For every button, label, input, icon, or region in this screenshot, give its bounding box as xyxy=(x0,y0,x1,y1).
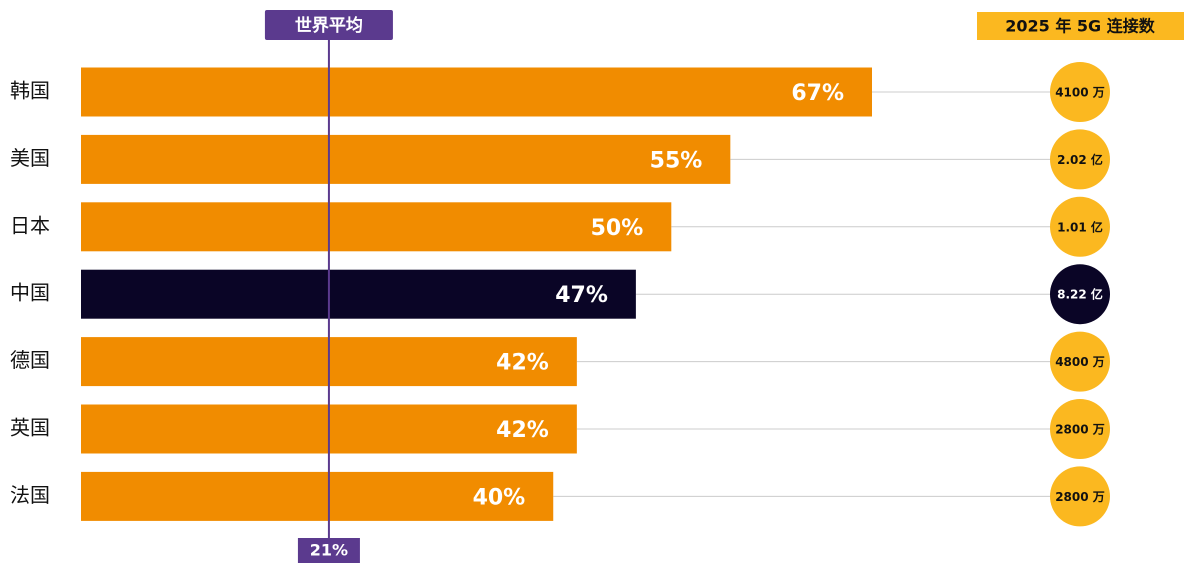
bar xyxy=(81,202,672,252)
reference-value-label: 21% xyxy=(310,541,348,560)
connection-bubble xyxy=(1050,331,1110,392)
connection-bubble xyxy=(1050,466,1110,527)
bar-value-label: 42% xyxy=(496,418,549,443)
connection-label: 2.02 亿 xyxy=(1057,152,1103,167)
category-label: 英国 xyxy=(10,416,50,440)
connection-label: 2800 万 xyxy=(1055,423,1105,437)
bar-value-label: 67% xyxy=(791,81,844,106)
bar xyxy=(81,67,873,117)
connection-label: 4100 万 xyxy=(1055,86,1105,100)
connections-title: 2025 年 5G 连接数 xyxy=(1005,17,1156,36)
category-label: 韩国 xyxy=(10,79,50,103)
category-label: 德国 xyxy=(10,348,50,372)
category-label: 日本 xyxy=(10,213,50,237)
connection-label: 2800 万 xyxy=(1055,490,1105,504)
connection-bubble xyxy=(1050,196,1110,257)
connection-bubble xyxy=(1050,399,1110,459)
connection-label: 1.01 亿 xyxy=(1057,219,1103,234)
connection-bubble xyxy=(1050,62,1110,122)
connection-bubble xyxy=(1050,129,1110,190)
category-label: 中国 xyxy=(10,281,50,305)
connection-bubble xyxy=(1050,264,1110,325)
reference-label: 世界平均 xyxy=(295,15,363,36)
connections-title-box xyxy=(977,12,1184,40)
bar xyxy=(81,471,554,521)
bar xyxy=(81,134,731,184)
bar xyxy=(81,269,636,319)
category-label: 美国 xyxy=(10,146,50,170)
bar-value-label: 42% xyxy=(496,351,549,376)
bar-value-label: 50% xyxy=(591,216,644,241)
reference-label-box xyxy=(264,10,393,40)
bar-value-label: 40% xyxy=(473,485,526,510)
reference-value-box xyxy=(297,538,360,563)
bar-value-label: 55% xyxy=(650,148,703,173)
connection-label: 4800 万 xyxy=(1055,355,1105,369)
category-label: 法国 xyxy=(10,483,50,507)
connection-label: 8.22 亿 xyxy=(1057,287,1103,302)
bar-value-label: 47% xyxy=(555,283,608,308)
